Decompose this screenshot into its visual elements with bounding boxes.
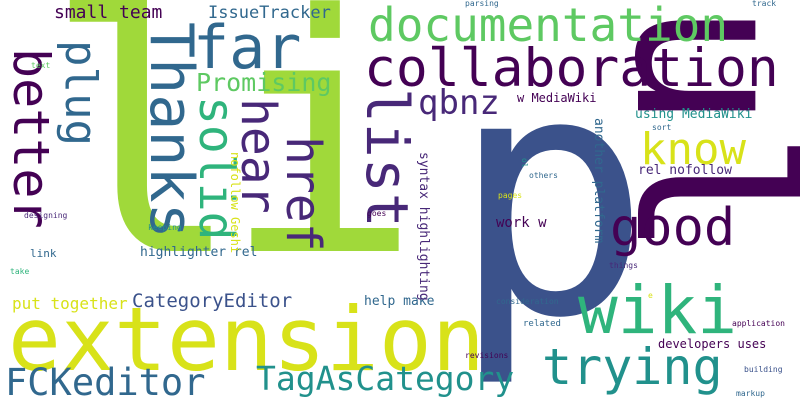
word-qbnz: qbnz: [418, 83, 500, 123]
word-put-together: put together: [12, 294, 128, 313]
word-issuetracker: IssueTracker: [208, 3, 331, 23]
word-work-w: work w: [496, 215, 547, 231]
word-far: far: [193, 13, 302, 83]
word-nofollow-geshi: nofollow Geshi: [228, 152, 242, 254]
word-fckeditor: FCKeditor: [5, 361, 206, 400]
word-e: e: [648, 291, 653, 300]
word-rel-nofollow: rel nofollow: [638, 163, 732, 178]
word-solid: solid: [188, 96, 244, 241]
word-link: link: [30, 247, 57, 260]
word-related: related: [523, 319, 561, 329]
word-others: others: [529, 171, 558, 180]
word-small-team: small team: [54, 2, 163, 23]
word-list: list: [353, 88, 421, 228]
word-using-mediawiki: using MediaWiki: [635, 107, 753, 122]
word-consideration: consideration: [496, 297, 559, 306]
word-take: take: [10, 267, 30, 276]
word-documentation: documentation: [368, 0, 729, 52]
word-another-platform: another platform: [591, 118, 606, 244]
word-promising: Promising: [196, 68, 332, 97]
word-parsing: parsing: [465, 0, 499, 8]
word-developers-uses: developers uses: [658, 337, 767, 351]
word-categoryeditor: CategoryEditor: [132, 290, 293, 312]
word-plug: plug: [55, 40, 106, 146]
word-w-mediawiki: w MediaWiki: [517, 91, 597, 105]
word-href: href: [275, 136, 331, 252]
word-good: good: [610, 198, 736, 258]
word-keeping: keeping: [148, 223, 182, 232]
word-collaboration: collaboration: [364, 38, 779, 99]
word-trying: trying: [542, 338, 723, 396]
word-designing: designing: [24, 211, 68, 220]
word-thanks: Thanks: [136, 22, 206, 239]
word-hear: hear: [230, 98, 286, 214]
word-p: p: [450, 2, 652, 392]
word-text: text: [31, 61, 51, 70]
word-tagascategory: TagAsCategory: [256, 359, 515, 398]
word-ol: ol: [520, 158, 529, 168]
word-syntax-highlighting: syntax highlighting: [416, 152, 431, 301]
word-markup: markup: [736, 389, 765, 398]
word-sort: sort: [652, 123, 672, 132]
word-building: building: [744, 365, 783, 374]
word-goes: goes: [367, 209, 387, 218]
word-help-make: help make: [364, 294, 435, 309]
word-li: li: [44, 0, 421, 329]
word-know: know: [640, 124, 746, 175]
word-things: things: [609, 261, 638, 270]
word-highlighter-rel: highlighter rel: [140, 245, 258, 260]
word-wiki: wiki: [578, 272, 737, 349]
word-revisions: revisions: [465, 351, 509, 360]
word-track: track: [752, 0, 777, 8]
word-extension: extension: [8, 288, 485, 391]
word-ul: ul: [587, 0, 800, 259]
word-application: application: [732, 319, 785, 328]
word-better: better: [2, 48, 60, 229]
word-pages: pages: [498, 191, 523, 200]
